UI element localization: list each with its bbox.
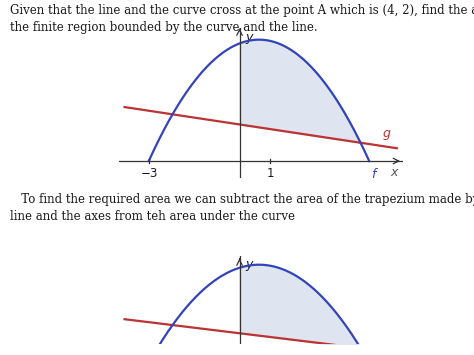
Text: $g$: $g$: [382, 128, 391, 142]
Text: Given that the line and the curve cross at the point A which is (4, 2), find the: Given that the line and the curve cross …: [10, 4, 474, 34]
Text: $y$: $y$: [245, 259, 255, 273]
Text: $-3$: $-3$: [139, 168, 158, 180]
Text: $1$: $1$: [265, 168, 274, 180]
Text: $y$: $y$: [245, 32, 255, 47]
Text: $x$: $x$: [390, 166, 400, 179]
Text: To find the required area we can subtract the area of the trapezium made by the
: To find the required area we can subtrac…: [10, 193, 474, 224]
Text: $f$: $f$: [371, 168, 379, 181]
